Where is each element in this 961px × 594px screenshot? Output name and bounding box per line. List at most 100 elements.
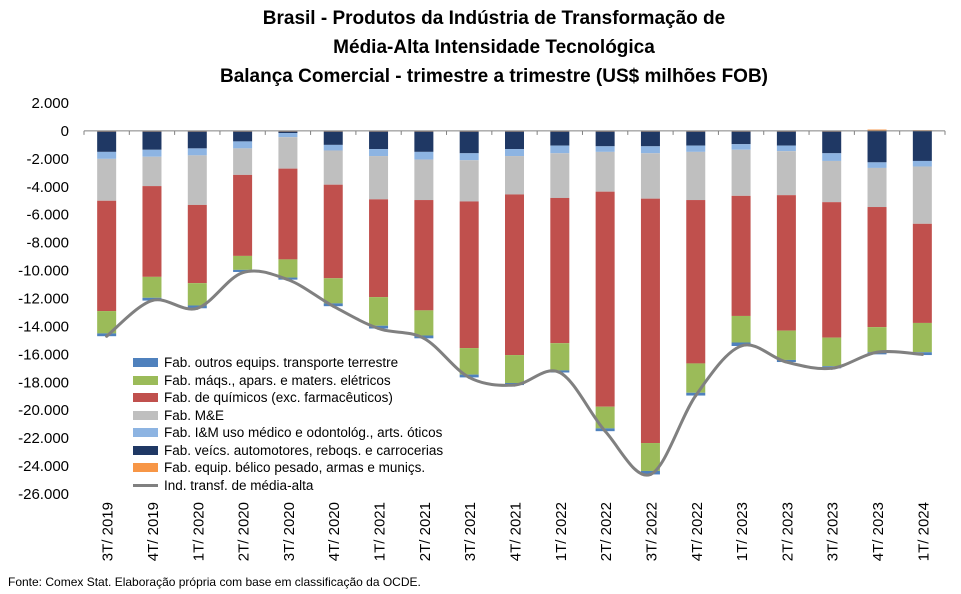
bar-segment — [912, 160, 932, 167]
x-tick-label: 4T/ 2022 — [689, 502, 706, 561]
bar-segment — [323, 131, 343, 145]
legend-item: Fab. M&E — [133, 407, 443, 425]
bar-segment — [323, 278, 343, 304]
y-tick-label: -16.000 — [18, 346, 69, 363]
legend-swatch — [133, 445, 158, 455]
legend-label: Fab. veícs. automotores, reboqs. e carro… — [164, 442, 444, 458]
bar-segment — [822, 160, 842, 203]
x-tick-label: 4T/ 2021 — [508, 502, 525, 561]
bar-segment — [459, 153, 479, 161]
line-point — [784, 360, 788, 364]
bar-segment — [142, 131, 162, 150]
bar-segment — [187, 148, 207, 156]
bar-segment — [505, 149, 524, 157]
bar-segment — [550, 197, 570, 344]
bar-segment — [414, 159, 434, 201]
legend-swatch — [133, 393, 158, 403]
line-point — [694, 394, 698, 398]
bar-segment — [686, 363, 706, 393]
bar-segment — [550, 145, 570, 154]
y-tick-label: -4.000 — [26, 179, 69, 196]
bar-segment — [550, 343, 570, 371]
line-point — [377, 327, 381, 331]
bar-segment — [414, 310, 434, 336]
x-tick-label: 1T/ 2021 — [372, 502, 389, 561]
bar-segment — [187, 131, 207, 149]
bar-segment — [640, 443, 660, 471]
legend-swatch — [133, 358, 158, 368]
bar-segment — [369, 199, 389, 298]
line-point — [286, 278, 290, 282]
bar-segment — [459, 348, 479, 375]
bar-segment — [867, 129, 887, 131]
bar-segment — [97, 151, 117, 159]
bar-segment — [731, 315, 751, 343]
bar-segment — [912, 322, 932, 353]
bar-segment — [686, 145, 706, 152]
line-point — [150, 299, 154, 303]
bar-segment — [912, 223, 932, 323]
bar-segment — [505, 355, 524, 383]
bar-segment — [776, 145, 796, 152]
line-point — [558, 371, 562, 375]
x-tick-label: 4T/ 2023 — [870, 502, 887, 561]
legend-label: Fab. outros equips. transporte terrestre — [164, 355, 399, 370]
bar-segment — [595, 131, 615, 147]
legend-label: Fab. equip. bélico pesado, armas e muniç… — [164, 460, 426, 475]
line-point — [875, 350, 879, 354]
bar-segment — [233, 131, 253, 142]
legend-item: Ind. transf. de média-alta — [133, 477, 443, 495]
bars-group — [97, 129, 932, 475]
bar-segment — [822, 131, 842, 154]
bar-segment — [550, 153, 570, 198]
line-point — [648, 472, 652, 476]
chart-title-line-3: Balança Comercial - trimestre a trimestr… — [219, 66, 769, 87]
x-tick-label: 1T/ 2020 — [190, 502, 207, 561]
line-layer — [105, 269, 924, 477]
bar-segment — [686, 151, 706, 201]
legend-label: Ind. transf. de média-alta — [164, 477, 314, 493]
line-point — [603, 429, 607, 433]
bar-segment — [414, 151, 434, 160]
legend-swatch — [133, 375, 158, 385]
x-tick-label: 3T/ 2023 — [825, 502, 842, 561]
bar-segment — [142, 156, 162, 187]
legend-label: Fab. M&E — [164, 407, 225, 423]
legend-swatch — [133, 463, 158, 473]
legend-swatch — [133, 410, 158, 420]
bar-segment — [233, 141, 253, 149]
bar-segment — [867, 130, 887, 163]
bar-segment — [187, 283, 207, 306]
x-tick-label: 2T/ 2020 — [236, 502, 253, 561]
bar-segment — [323, 184, 343, 279]
bar-segment — [640, 153, 660, 199]
x-tick-label: 3T/ 2021 — [462, 502, 479, 561]
legend-item: Fab. máqs., apars. e maters. elétricos — [133, 372, 443, 390]
y-tick-label: -12.000 — [18, 291, 69, 308]
bar-segment — [640, 146, 660, 154]
bar-segment — [867, 207, 887, 328]
y-axis: 2.000 0 -2.000 -4.000 -6.000 -8.000 -10.000 -12… — [18, 95, 69, 503]
chart-title: Brasil - Produtos da Indústria de Transf… — [0, 4, 961, 91]
y-tick-label: -2.000 — [26, 151, 69, 168]
bar-segment — [369, 297, 389, 326]
x-tick-label: 3T/ 2019 — [100, 502, 117, 561]
x-tick-label: 2T/ 2021 — [417, 502, 434, 561]
bar-segment — [278, 259, 298, 278]
bar-segment — [640, 198, 660, 444]
legend-item: Fab. veícs. automotores, reboqs. e carro… — [133, 442, 443, 460]
bar-segment — [278, 133, 298, 138]
x-tick-label: 1T/ 2024 — [915, 502, 932, 561]
bar-segment — [822, 337, 842, 367]
bar-segment — [459, 201, 479, 349]
bar-segment — [595, 151, 615, 192]
chart-legend: Fab. outros equips. transporte terrestre… — [133, 354, 443, 494]
bar-segment — [369, 131, 389, 150]
y-tick-label: -20.000 — [18, 402, 69, 419]
y-tick-label: -22.000 — [18, 430, 69, 447]
line-point — [422, 336, 426, 340]
y-tick-label: -24.000 — [18, 458, 69, 475]
bar-segment — [776, 131, 796, 146]
line-point — [830, 366, 834, 370]
chart-title-line-2: Média-Alta Intensidade Tecnológica — [333, 37, 655, 58]
